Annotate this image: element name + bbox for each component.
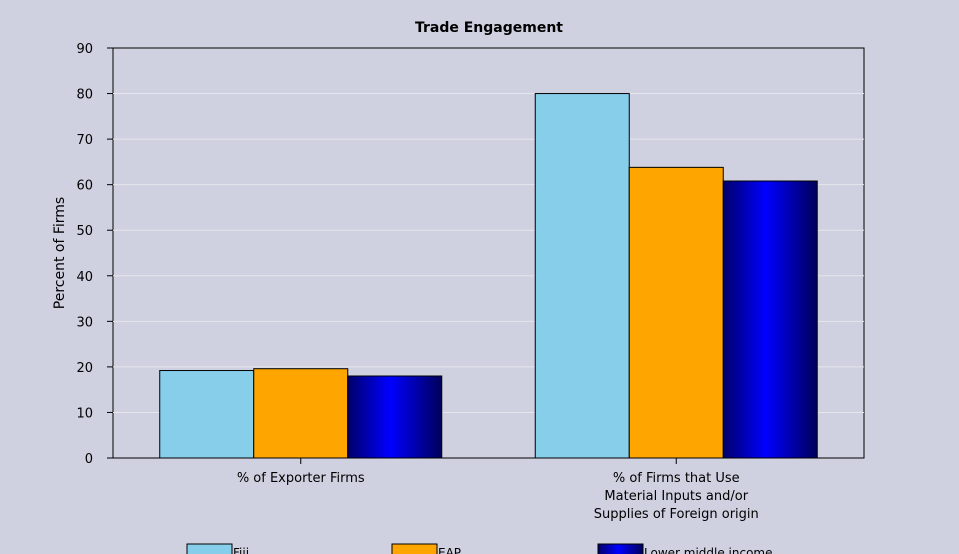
bar-fiji-0 — [159, 370, 255, 459]
category-label: % of Firms that Use — [613, 471, 740, 486]
legend-label: Fiji — [233, 546, 249, 554]
y-tick-label: 90 — [76, 42, 93, 57]
y-tick-label: 0 — [85, 452, 93, 467]
y-tick-label: 80 — [76, 88, 93, 103]
category-label: Material Inputs and/or — [604, 489, 748, 504]
legend-swatch — [186, 543, 233, 554]
chart-title: Trade Engagement — [415, 20, 563, 36]
bar-lower-middle-income-1 — [722, 180, 818, 459]
category-labels: % of Exporter Firms % of Firms that Use Ma… — [237, 458, 759, 522]
legend-label: EAP — [438, 546, 461, 554]
category-label: Supplies of Foreign origin — [594, 507, 759, 522]
bar-eap-0 — [253, 368, 349, 459]
bar-fiji-1 — [534, 93, 630, 459]
legend-swatch — [597, 543, 644, 554]
y-axis-ticks: 0 10 20 30 40 50 60 70 80 90 — [76, 42, 113, 467]
bars — [159, 93, 818, 459]
y-tick-label: 30 — [76, 315, 93, 330]
y-tick-label: 50 — [76, 224, 93, 239]
y-axis-title: Percent of Firms — [52, 197, 68, 309]
bar-lower-middle-income-0 — [347, 375, 443, 459]
legend-label: Lower middle income — [644, 546, 773, 554]
y-tick-label: 70 — [76, 133, 93, 148]
legend-swatch — [391, 543, 438, 554]
y-tick-label: 60 — [76, 179, 93, 194]
y-tick-label: 10 — [76, 406, 93, 421]
legend: Fiji EAP Lower middle income — [186, 543, 773, 554]
bar-eap-1 — [628, 166, 724, 459]
y-tick-label: 20 — [76, 361, 93, 376]
y-tick-label: 40 — [76, 270, 93, 285]
category-label: % of Exporter Firms — [237, 471, 365, 486]
